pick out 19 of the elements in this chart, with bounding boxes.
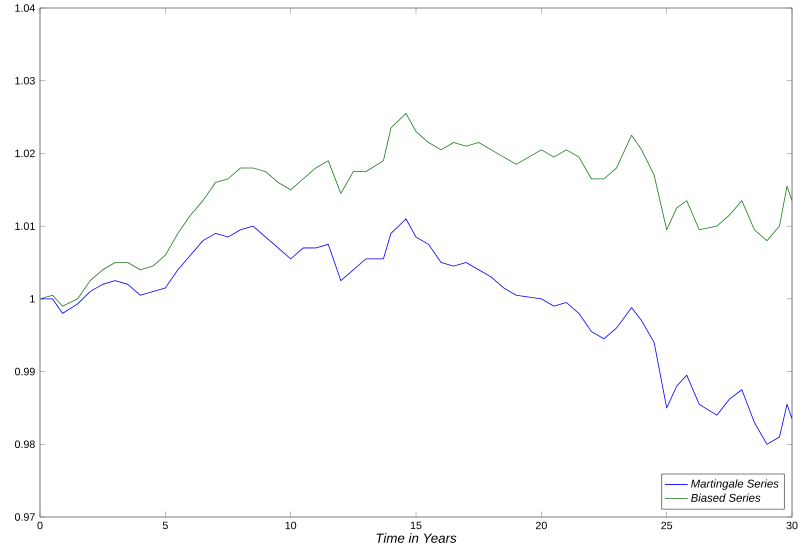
y-tick-label: 0.98	[14, 440, 35, 448]
x-tick-label: 15	[410, 522, 422, 530]
x-tick-label: 5	[162, 522, 168, 530]
legend-label: Martingale Series	[691, 479, 779, 490]
x-tick-label: 25	[661, 522, 672, 530]
y-tick-label: 1.04	[15, 4, 35, 12]
y-tick-label: 1.01	[15, 222, 35, 230]
y-tick-label: 0.99	[14, 368, 35, 376]
line-series	[40, 113, 792, 307]
x-tick-label: 10	[286, 522, 296, 530]
y-tick-label: 1.03	[15, 76, 35, 84]
x-tick-label: 30	[786, 522, 798, 530]
y-tick-label: 0.97	[14, 513, 35, 521]
y-tick-label: 1.02	[15, 150, 35, 158]
legend-label: Biased Series	[691, 494, 760, 502]
x-tick-label: 0	[37, 522, 43, 530]
x-tick-label: 20	[536, 522, 547, 530]
y-tick-label: 1	[30, 295, 35, 303]
x-axis-title: Time in Years	[376, 533, 456, 543]
